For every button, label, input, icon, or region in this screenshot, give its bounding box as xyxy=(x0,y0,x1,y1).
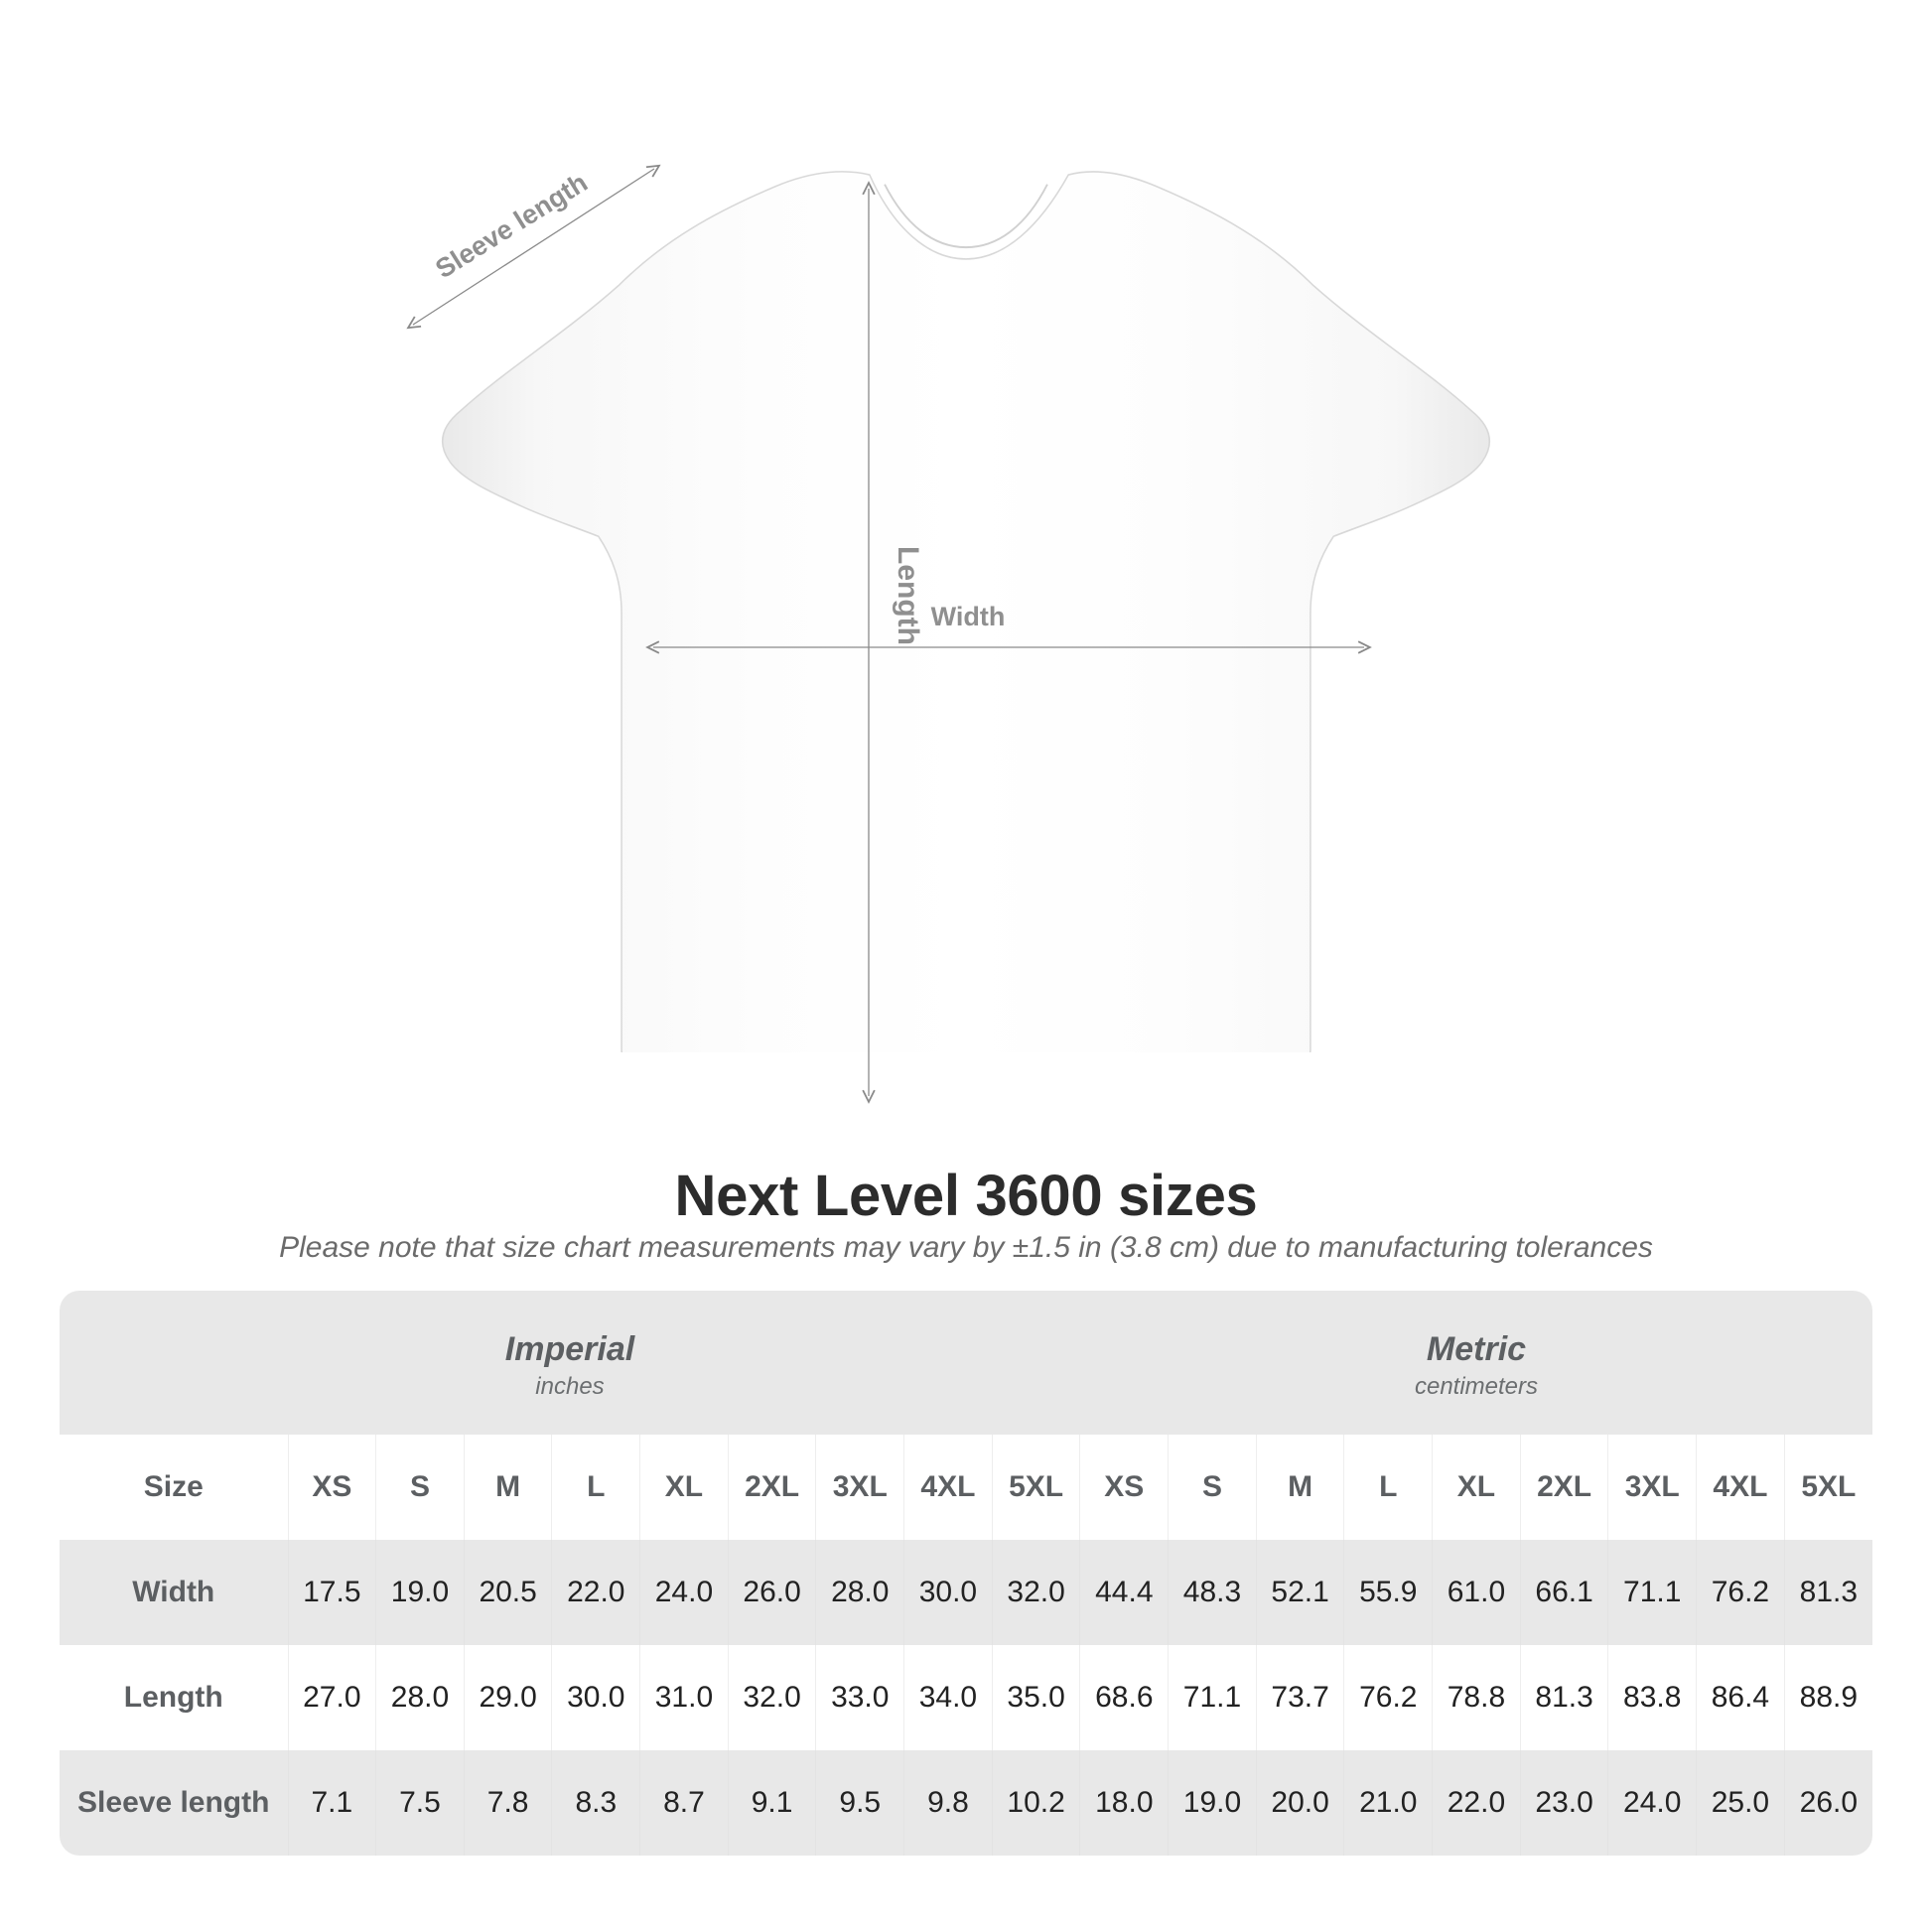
svg-text:Sleeve length: Sleeve length xyxy=(430,168,593,285)
svg-text:Width: Width xyxy=(931,602,1006,631)
svg-text:Length: Length xyxy=(892,546,924,645)
